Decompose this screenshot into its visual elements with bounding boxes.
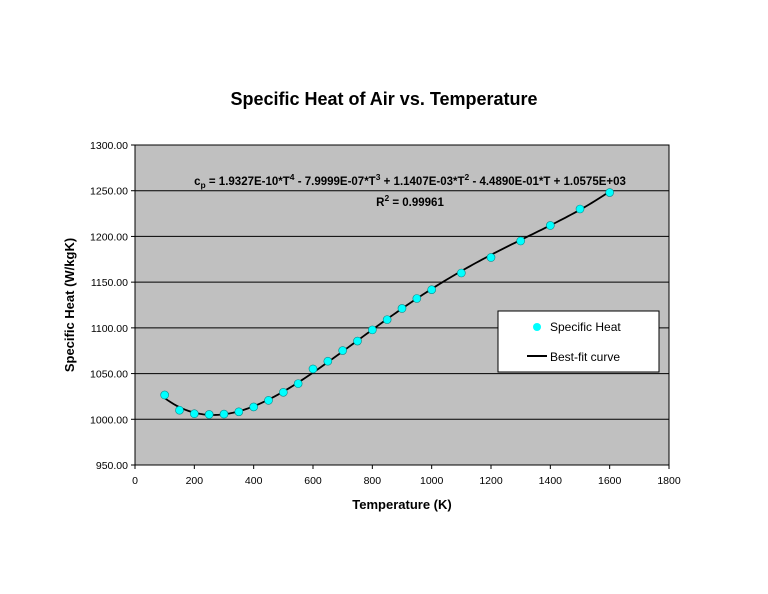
data-point	[486, 253, 496, 262]
x-tick-label: 1600	[598, 475, 622, 487]
data-point	[234, 407, 244, 417]
data-point	[175, 405, 184, 415]
equation-sup-2: 3	[376, 172, 381, 182]
data-point	[457, 268, 466, 278]
y-axis-title: Specific Heat (W/kgK)	[62, 238, 77, 372]
equation-part-3: + 1.1407E-03*T	[380, 176, 464, 188]
legend-marker-specific-heat	[533, 323, 541, 331]
data-point	[516, 236, 525, 246]
data-point	[204, 410, 214, 419]
legend-label-specific-heat: Specific Heat	[550, 320, 621, 334]
x-tick-label: 0	[132, 475, 138, 487]
x-tick-label: 800	[364, 475, 382, 487]
data-point	[219, 409, 229, 419]
data-point	[249, 402, 258, 412]
data-point	[575, 204, 585, 214]
r-squared-value: = 0.99961	[389, 197, 444, 209]
x-tick-label: 600	[304, 475, 322, 487]
chart-title: Specific Heat of Air vs. Temperature	[230, 89, 537, 109]
data-point	[382, 315, 392, 324]
data-point	[412, 294, 422, 303]
x-tick-label: 1000	[420, 475, 444, 487]
legend-label-best-fit: Best-fit curve	[550, 350, 620, 364]
equation-prefix: c	[194, 176, 201, 188]
data-point	[293, 379, 303, 388]
x-tick-label: 1800	[657, 475, 681, 487]
r-squared-prefix: R	[376, 197, 385, 209]
data-point	[546, 221, 555, 230]
equation-annotation: cp = 1.9327E-10*T4 - 7.9999E-07*T3 + 1.1…	[194, 172, 626, 190]
data-point	[308, 364, 318, 374]
x-axis-ticks: 0 200 400 600 800 1000 1200 1400 1600 1800	[132, 465, 681, 487]
data-point	[353, 336, 362, 346]
equation-part-2: - 7.9999E-07*T	[295, 176, 376, 188]
data-point	[264, 396, 273, 405]
data-point	[427, 285, 436, 295]
equation-sup-1: 4	[290, 172, 295, 182]
y-tick-label: 1200.00	[90, 231, 128, 243]
legend: Specific Heat Best-fit curve	[497, 310, 660, 373]
r-squared-sup: 2	[384, 193, 389, 203]
x-tick-label: 1200	[479, 475, 503, 487]
data-point	[338, 346, 347, 355]
y-tick-label: 1250.00	[90, 186, 128, 198]
equation-prefix-sub: p	[201, 180, 206, 190]
gridlines	[135, 190, 669, 420]
data-point	[190, 409, 199, 419]
data-points	[160, 188, 614, 419]
data-point	[605, 188, 614, 197]
y-tick-label: 1300.00	[90, 140, 128, 152]
r-squared-annotation: R2 = 0.99961	[376, 193, 444, 209]
y-tick-label: 1000.00	[90, 414, 128, 426]
y-tick-label: 1100.00	[91, 323, 128, 335]
y-axis-ticks: 950.00 1000.00 1050.00 1100.00 1150.00 1200.0…	[90, 140, 135, 472]
y-tick-label: 950.00	[96, 460, 128, 472]
x-axis-title: Temperature (K)	[352, 497, 451, 512]
equation-part-4: - 4.4890E-01*T + 1.0575E+03	[469, 176, 626, 188]
data-point	[323, 356, 333, 366]
x-tick-label: 200	[186, 475, 204, 487]
data-point	[279, 388, 288, 397]
y-tick-label: 1150.00	[91, 277, 128, 289]
data-point	[397, 304, 407, 313]
x-tick-label: 1400	[539, 475, 563, 487]
equation-sup-3: 2	[465, 172, 470, 182]
x-tick-label: 400	[245, 475, 263, 487]
data-point	[160, 390, 169, 400]
data-point	[368, 325, 377, 335]
equation-part-1: = 1.9327E-10*T	[206, 176, 290, 188]
y-tick-label: 1050.00	[90, 369, 128, 381]
legend-box	[497, 310, 660, 373]
